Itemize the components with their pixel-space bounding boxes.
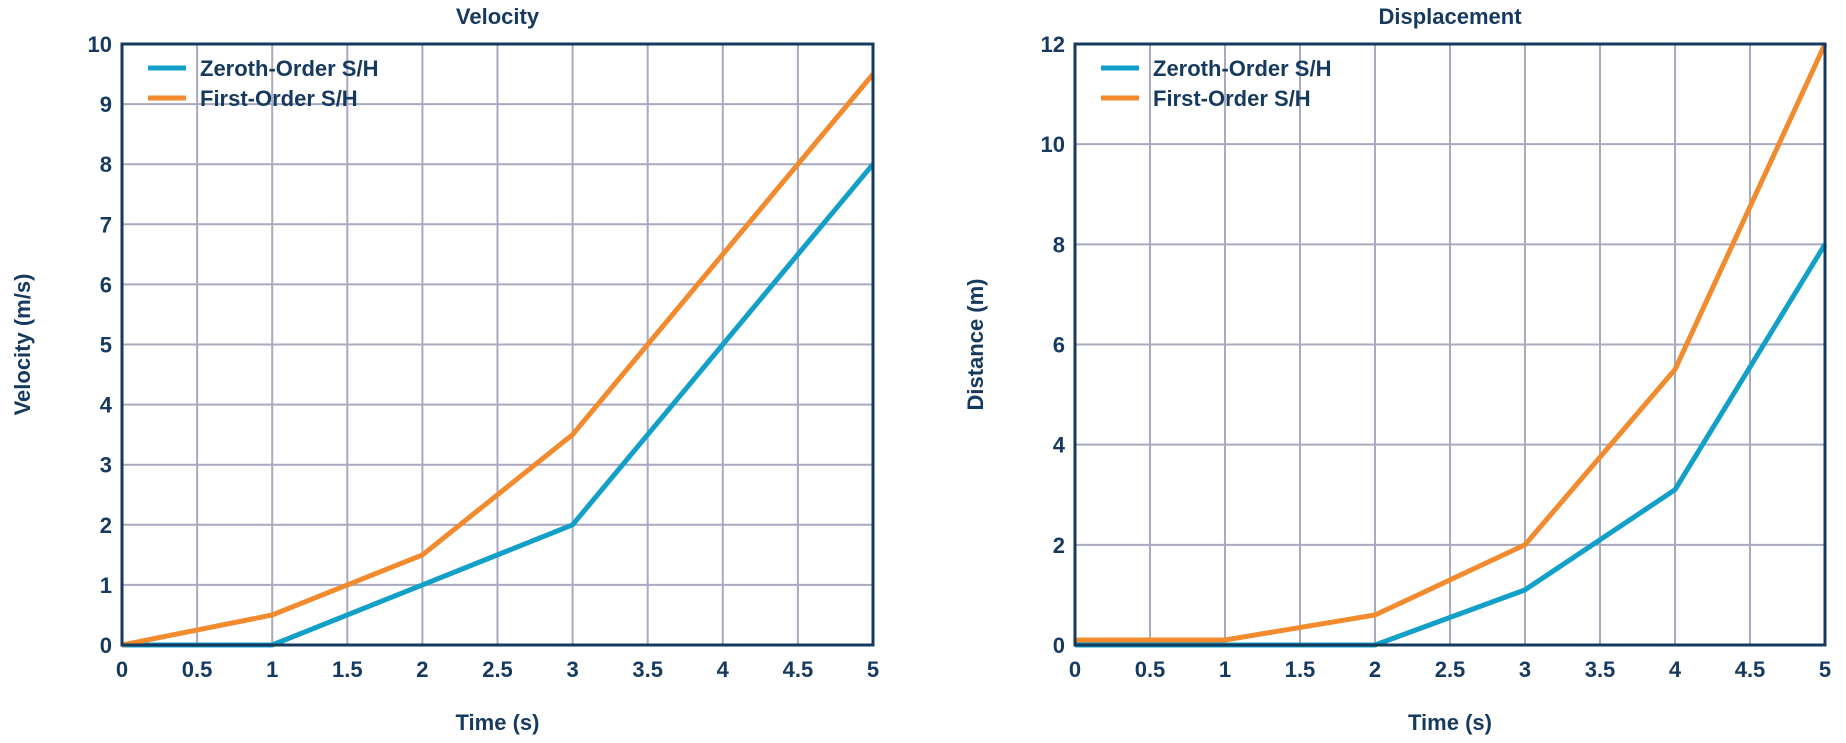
legend-label: Zeroth-Order S/H	[1153, 56, 1331, 81]
y-axis-label: Velocity (m/s)	[10, 274, 35, 416]
x-tick-label: 1.5	[332, 657, 363, 682]
x-tick-label: 0	[116, 657, 128, 682]
y-tick-label: 3	[100, 453, 112, 478]
x-tick-label: 1	[1219, 657, 1231, 682]
x-tick-label: 1	[266, 657, 278, 682]
y-tick-label: 4	[100, 393, 113, 418]
y-tick-label: 7	[100, 212, 112, 237]
plot-frame	[120, 42, 875, 647]
x-tick-label: 4.5	[783, 657, 814, 682]
legend-label: First-Order S/H	[200, 86, 358, 111]
y-tick-label: 6	[1053, 333, 1065, 358]
x-tick-label: 5	[867, 657, 879, 682]
y-tick-label: 6	[100, 272, 112, 297]
x-axis-label: Time (s)	[456, 710, 540, 735]
y-tick-label: 10	[88, 32, 112, 57]
chart-0: Zeroth-Order S/H First-Order S/H 0 0.5 1 1.5 2…	[10, 4, 879, 735]
x-tick-label: 4	[717, 657, 730, 682]
x-tick-label: 0.5	[182, 657, 213, 682]
x-tick-label: 3.5	[632, 657, 663, 682]
y-tick-label: 10	[1041, 132, 1065, 157]
x-tick-label: 4.5	[1735, 657, 1766, 682]
legend-label: Zeroth-Order S/H	[200, 56, 378, 81]
x-tick-label: 3.5	[1585, 657, 1616, 682]
y-tick-label: 8	[100, 152, 112, 177]
x-tick-label: 0.5	[1135, 657, 1166, 682]
y-tick-label: 0	[100, 633, 112, 658]
series-line-1	[1075, 42, 1828, 643]
x-tick-label: 2	[416, 657, 428, 682]
x-tick-label: 3	[1519, 657, 1531, 682]
y-tick-label: 12	[1041, 32, 1065, 57]
y-tick-label: 4	[1053, 433, 1066, 458]
y-tick-label: 9	[100, 92, 112, 117]
y-tick-label: 0	[1053, 633, 1065, 658]
plot-frame	[1073, 42, 1827, 647]
x-tick-label: 4	[1669, 657, 1682, 682]
y-tick-label: 2	[100, 513, 112, 538]
y-tick-label: 5	[100, 333, 112, 358]
x-axis-label: Time (s)	[1408, 710, 1492, 735]
chart-title: Displacement	[1378, 4, 1522, 29]
chart-1: Zeroth-Order S/H First-Order S/H 0 0.5 1 1.5 2…	[963, 4, 1831, 735]
x-tick-label: 5	[1819, 657, 1831, 682]
x-tick-label: 1.5	[1285, 657, 1316, 682]
x-tick-label: 2.5	[482, 657, 513, 682]
x-tick-label: 0	[1069, 657, 1081, 682]
x-tick-label: 2.5	[1435, 657, 1466, 682]
x-tick-label: 3	[566, 657, 578, 682]
x-tick-label: 2	[1369, 657, 1381, 682]
legend-label: First-Order S/H	[1153, 86, 1311, 111]
y-axis-label: Distance (m)	[963, 278, 988, 410]
y-tick-label: 8	[1053, 232, 1065, 257]
y-tick-label: 1	[100, 573, 112, 598]
series-line-1	[121, 72, 875, 648]
chart-title: Velocity	[456, 4, 540, 29]
y-tick-label: 2	[1053, 533, 1065, 558]
